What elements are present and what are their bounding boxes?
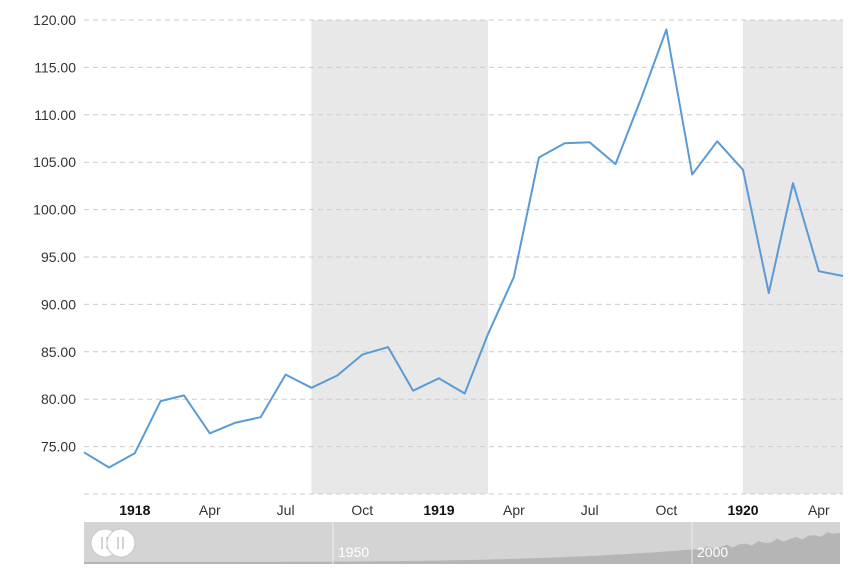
y-tick-label: 120.00: [33, 12, 76, 28]
x-tick-label: Oct: [351, 502, 373, 518]
y-tick-label: 115.00: [34, 59, 76, 75]
x-tick-label: Apr: [808, 502, 830, 518]
x-tick-label: Jul: [277, 502, 295, 518]
navigator-label-2000: 2000: [697, 544, 728, 560]
x-axis-ticks: 1918 Apr Jul Oct 1919 Apr Jul Oct 1920 Apr: [119, 502, 830, 518]
y-tick-label: 75.00: [41, 439, 76, 455]
x-tick-label: Jul: [581, 502, 599, 518]
navigator-right-handle[interactable]: [106, 528, 136, 558]
y-tick-label: 85.00: [41, 344, 76, 360]
x-tick-label: 1920: [727, 502, 758, 518]
x-tick-label: Apr: [199, 502, 221, 518]
y-axis-ticks: 75.00 80.00 85.00 90.00 95.00 100.00 105.00 110…: [33, 12, 76, 455]
y-tick-label: 80.00: [41, 391, 76, 407]
grid-lines: [84, 19, 843, 495]
navigator-area: [84, 532, 840, 564]
shaded-period-1: [743, 20, 843, 494]
x-tick-label: Oct: [655, 502, 677, 518]
x-tick-label: 1919: [423, 502, 454, 518]
series-line: [83, 28, 844, 469]
x-tick-label: 1918: [119, 502, 150, 518]
y-tick-label: 90.00: [41, 296, 76, 312]
navigator-label-1950: 1950: [338, 544, 369, 560]
y-tick-label: 95.00: [41, 249, 76, 265]
y-tick-label: 110.00: [34, 107, 76, 123]
range-navigator[interactable]: 1950 2000: [84, 522, 840, 564]
x-tick-label: Apr: [503, 502, 525, 518]
y-tick-label: 105.00: [33, 154, 76, 170]
y-tick-label: 100.00: [33, 202, 76, 218]
